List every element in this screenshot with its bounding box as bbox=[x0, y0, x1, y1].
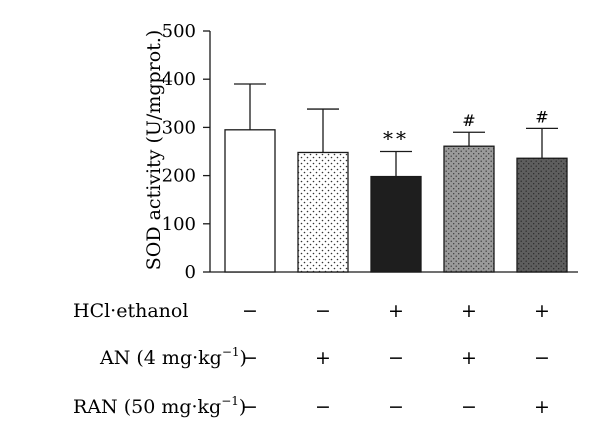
bar bbox=[224, 129, 276, 273]
treatment-mark-plus: + bbox=[388, 300, 404, 322]
treatment-label: AN (4 mg·kg−1) bbox=[99, 345, 247, 369]
treatment-label: RAN (50 mg·kg−1) bbox=[73, 394, 246, 418]
bars: ** # # bbox=[224, 83, 568, 273]
treatment-label: HCl·ethanol bbox=[73, 300, 188, 322]
treatment-mark-minus: − bbox=[242, 300, 258, 322]
y-ticks: 0 100 200 300 400 500 bbox=[162, 21, 210, 283]
treatment-mark-plus: + bbox=[534, 300, 550, 322]
bar bbox=[370, 175, 422, 273]
treatment-mark-minus: − bbox=[461, 396, 477, 418]
significance-annotation: # bbox=[535, 107, 548, 126]
bar bbox=[297, 151, 349, 273]
y-axis-label: SOD activity (U/mgprot.) bbox=[143, 30, 165, 271]
y-tick-label: 300 bbox=[162, 117, 196, 138]
treatment-mark-plus: + bbox=[534, 396, 550, 418]
bar bbox=[443, 145, 495, 273]
treatment-mark-plus: + bbox=[315, 347, 331, 369]
significance-annotation: # bbox=[462, 111, 475, 130]
treatment-mark-minus: − bbox=[534, 347, 550, 369]
treatment-mark-plus: + bbox=[461, 300, 477, 322]
treatment-table: HCl·ethanol − − + + +AN (4 mg·kg−1)− + − + −RAN (… bbox=[73, 300, 550, 418]
treatment-mark-minus: − bbox=[242, 347, 258, 369]
y-tick-label: 400 bbox=[162, 69, 196, 90]
treatment-mark-minus: − bbox=[315, 396, 331, 418]
y-tick-label: 100 bbox=[162, 214, 196, 235]
bar bbox=[516, 157, 568, 273]
treatment-mark-minus: − bbox=[388, 396, 404, 418]
significance-annotation: ** bbox=[383, 127, 409, 151]
treatment-mark-plus: + bbox=[461, 347, 477, 369]
treatment-mark-minus: − bbox=[388, 347, 404, 369]
treatment-mark-minus: − bbox=[315, 300, 331, 322]
y-tick-label: 500 bbox=[162, 21, 196, 42]
y-tick-label: 200 bbox=[162, 166, 196, 187]
treatment-mark-minus: − bbox=[242, 396, 258, 418]
y-tick-label: 0 bbox=[185, 262, 196, 283]
